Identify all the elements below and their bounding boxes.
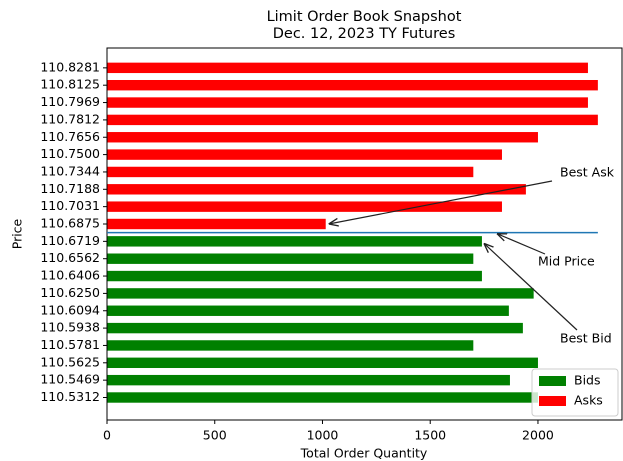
- y-tick-label: 110.7969: [40, 94, 100, 109]
- y-tick-label: 110.6719: [40, 233, 100, 248]
- bar: [107, 62, 588, 74]
- y-tick-label: 110.7500: [40, 146, 100, 161]
- chart-subtitle: Dec. 12, 2023 TY Futures: [273, 26, 456, 42]
- annotation: Best Bid: [560, 331, 612, 346]
- annotation-arrow: [497, 234, 546, 255]
- legend-label: Bids: [574, 373, 601, 388]
- plot-frame: [106, 47, 623, 421]
- bar: [107, 149, 502, 160]
- y-tick-label: 110.5312: [40, 389, 100, 404]
- y-tick-label: 110.8281: [40, 59, 100, 74]
- legend-swatch: [539, 396, 566, 406]
- x-tick-label: 1500: [414, 428, 446, 443]
- annotation-arrow: [484, 243, 578, 331]
- bar: [107, 201, 502, 212]
- bar: [107, 97, 588, 108]
- y-tick-label: 110.7031: [40, 198, 100, 213]
- y-tick-label: 110.5469: [40, 372, 100, 387]
- bar: [107, 184, 526, 195]
- bar: [107, 236, 482, 247]
- y-tick-label: 110.8125: [40, 77, 100, 92]
- y-tick-label: 110.6562: [40, 250, 100, 265]
- annotation: Mid Price: [538, 254, 595, 269]
- bar: [107, 114, 598, 126]
- x-axis-label: Total Order Quantity: [300, 446, 428, 461]
- bar: [107, 374, 510, 386]
- bar: [107, 132, 538, 143]
- y-tick-label: 110.6250: [40, 285, 100, 300]
- annotation: Best Ask: [560, 165, 615, 180]
- y-tick-label: 110.7812: [40, 111, 100, 126]
- y-tick-label: 110.7188: [40, 181, 100, 196]
- bar: [107, 392, 538, 403]
- bar: [107, 270, 482, 282]
- bar: [107, 79, 598, 91]
- bar: [107, 166, 474, 178]
- bar: [107, 253, 474, 264]
- legend-swatch: [539, 376, 566, 386]
- chart-title: Limit Order Book Snapshot: [267, 9, 462, 25]
- y-axis-label: Price: [10, 218, 25, 249]
- y-tick-label: 110.5625: [40, 354, 100, 369]
- y-tick-label: 110.6406: [40, 268, 100, 283]
- y-tick-label: 110.6875: [40, 216, 100, 231]
- bar: [107, 288, 534, 299]
- x-tick-label: 2000: [522, 428, 554, 443]
- y-tick-label: 110.6094: [40, 302, 100, 317]
- x-tick-label: 1000: [307, 428, 339, 443]
- x-tick-label: 500: [203, 428, 227, 443]
- bar: [107, 322, 523, 334]
- annotation-arrow: [329, 180, 553, 224]
- x-tick-label: 0: [103, 428, 111, 443]
- y-tick-label: 110.7344: [40, 163, 100, 178]
- y-tick-label: 110.5781: [40, 337, 100, 352]
- legend-label: Asks: [574, 393, 603, 408]
- bar: [107, 218, 326, 230]
- bar: [107, 357, 538, 369]
- bar: [107, 340, 474, 351]
- y-tick-label: 110.5938: [40, 320, 100, 335]
- y-tick-label: 110.7656: [40, 129, 100, 144]
- bar: [107, 305, 509, 316]
